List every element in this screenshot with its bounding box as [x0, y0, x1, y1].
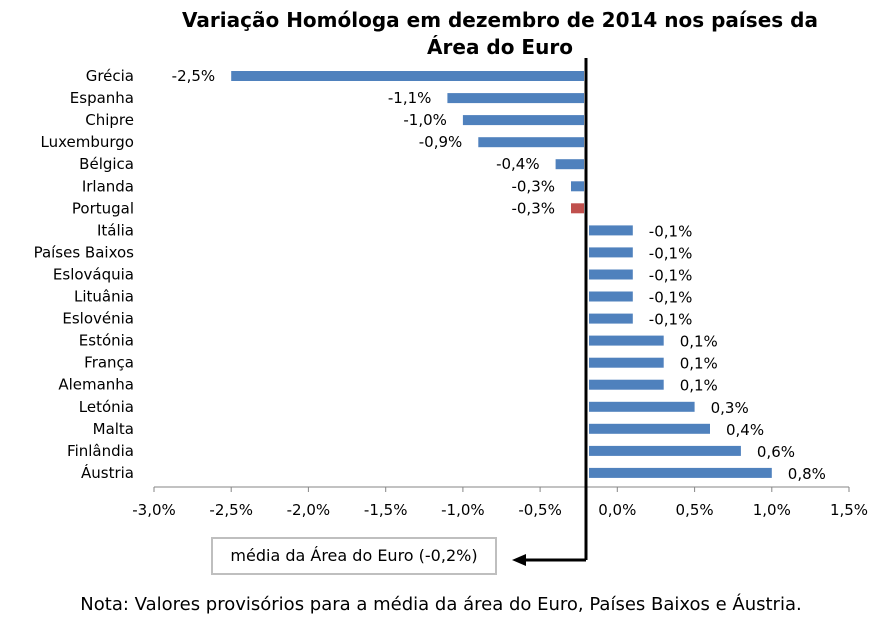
chart-title-line-2: Área do Euro: [427, 35, 573, 59]
category-label: Malta: [93, 420, 134, 438]
data-label: -0,9%: [419, 133, 463, 151]
bar-chipre: [462, 115, 584, 126]
average-reference-label: média da Área do Euro (-0,2%): [211, 537, 497, 575]
x-tick-label: 0,0%: [598, 501, 636, 519]
category-label: França: [84, 354, 134, 372]
category-label: Eslováquia: [53, 266, 134, 284]
category-label: Letónia: [79, 398, 134, 416]
category-label: Finlândia: [67, 442, 134, 460]
data-label: 0,6%: [757, 443, 795, 461]
data-label: -0,4%: [496, 155, 540, 173]
bar-eslováquia: [589, 269, 633, 280]
data-label: -0,1%: [649, 289, 693, 307]
bar-luxemburgo: [478, 137, 584, 148]
bar-malta: [589, 423, 710, 434]
data-label: -0,3%: [511, 177, 555, 195]
x-tick-label: -1,0%: [441, 501, 485, 519]
category-label: Luxemburgo: [41, 133, 135, 151]
bar-portugal: [571, 203, 584, 214]
data-label: 0,1%: [680, 333, 718, 351]
bar-áustria: [589, 467, 772, 478]
x-tick-label: -0,5%: [518, 501, 562, 519]
x-tick-label: 0,5%: [676, 501, 714, 519]
bar-espanha: [447, 93, 584, 104]
bar-eslovénia: [589, 313, 633, 324]
bar-países-baixos: [589, 247, 633, 258]
bar-itália: [589, 225, 633, 236]
category-label: Grécia: [86, 67, 134, 85]
data-label: -0,1%: [649, 311, 693, 329]
category-label: Irlanda: [82, 177, 134, 195]
bar-letónia: [589, 401, 695, 412]
chart-title-line-1: Variação Homóloga em dezembro de 2014 no…: [182, 8, 818, 32]
data-label: -1,0%: [403, 111, 447, 129]
data-label: 0,3%: [711, 399, 749, 417]
category-label: Países Baixos: [34, 243, 135, 261]
bar-alemanha: [589, 379, 664, 390]
category-label: Espanha: [70, 89, 134, 107]
category-label: Itália: [97, 221, 134, 239]
average-arrow-head: [512, 554, 526, 566]
bar-finlândia: [589, 445, 741, 456]
data-label: 0,4%: [726, 421, 764, 439]
bar-lituânia: [589, 291, 633, 302]
category-label: Áustria: [81, 463, 134, 482]
category-label: Alemanha: [58, 376, 134, 394]
category-label: Portugal: [72, 199, 134, 217]
data-label: -0,1%: [649, 267, 693, 285]
x-tick-label: -2,0%: [287, 501, 331, 519]
data-label: -2,5%: [172, 67, 216, 85]
data-label: -0,3%: [511, 199, 555, 217]
x-tick-label: -3,0%: [132, 501, 176, 519]
data-label: 0,1%: [680, 355, 718, 373]
bar-grécia: [231, 71, 584, 81]
data-label: -0,1%: [649, 244, 693, 262]
data-label: 0,1%: [680, 377, 718, 395]
category-label: Lituânia: [74, 288, 134, 306]
category-label: Eslovénia: [62, 310, 134, 328]
bar-frança: [589, 357, 664, 368]
bar-bélgica: [555, 159, 584, 170]
data-label: -1,1%: [388, 89, 432, 107]
category-label: Estónia: [79, 332, 134, 350]
bar-irlanda: [571, 181, 584, 192]
bar-estónia: [589, 335, 664, 346]
data-label: 0,8%: [788, 465, 826, 483]
category-label: Chipre: [85, 111, 134, 129]
x-tick-label: -2,5%: [209, 501, 253, 519]
x-tick-label: 1,0%: [753, 501, 791, 519]
category-label: Bélgica: [79, 155, 134, 173]
footnote: Nota: Valores provisórios para a média d…: [80, 594, 802, 615]
data-label: -0,1%: [649, 222, 693, 240]
x-tick-label: 1,5%: [830, 501, 868, 519]
x-tick-label: -1,5%: [364, 501, 408, 519]
